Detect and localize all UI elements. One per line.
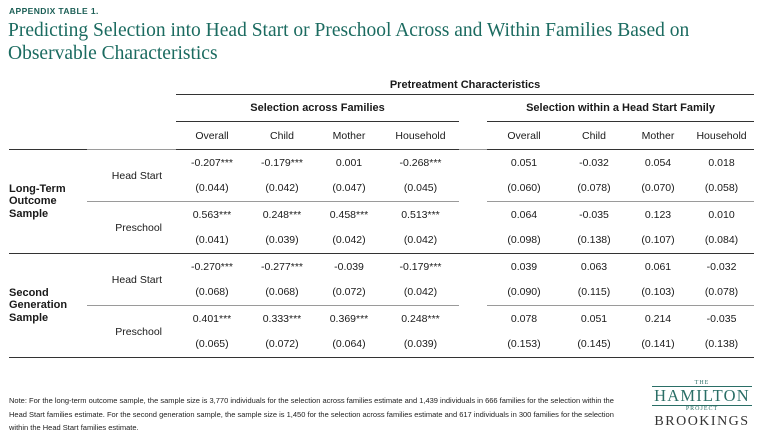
group-header-within: Selection within a Head Start Family [487,94,755,122]
se-cell: (0.138) [577,234,611,247]
se-cell: (0.107) [641,234,675,247]
se-cell: (0.042) [265,182,299,195]
se-cell: (0.084) [704,234,739,247]
coef-cell: 0.214 [627,305,689,332]
se-cell: (0.058) [704,182,739,195]
coef-cell: 0.001 [316,149,382,176]
coef-cell: 0.248*** [382,305,459,332]
coef-cell: 0.061 [627,253,689,280]
coef-cell: 0.039 [487,253,561,280]
se-cell: (0.068) [195,286,229,299]
coef-cell: -0.032 [561,149,627,176]
coef-cell: 0.051 [487,149,561,176]
se-cell: (0.042) [403,234,438,247]
coef-cell: 0.123 [627,201,689,228]
column-header: Child [561,121,627,150]
logo-the: THE [694,380,710,386]
appendix-label: APPENDIX TABLE 1. [9,6,99,16]
coef-cell: 0.010 [689,201,755,228]
se-cell: (0.145) [561,331,627,358]
coef-cell: 0.513*** [382,201,459,228]
column-header: Mother [627,121,689,150]
table-note: Note: For the long-term outcome sample, … [9,396,614,432]
se-cell: (0.153) [487,331,561,358]
column-header: Overall [487,121,561,150]
row-label: Preschool [87,305,176,358]
coef-cell: 0.064 [487,201,561,228]
sample-label: Second Generation Sample [9,253,87,358]
logo-project: PROJECT [685,406,719,412]
column-header: Household [382,121,459,150]
coef-cell: 0.369*** [316,305,382,332]
row-label: Preschool [87,201,176,254]
se-cell: (0.072) [332,286,366,299]
se-cell: (0.090) [507,286,541,299]
se-cell: (0.039) [265,234,299,247]
group-header-across: Selection across Families [176,94,459,122]
coef-cell: -0.035 [689,305,755,332]
se-cell: (0.138) [689,331,755,358]
se-cell: (0.044) [195,182,229,195]
column-header: Mother [316,121,382,150]
coef-cell: -0.035 [561,201,627,228]
coef-cell: 0.563*** [176,201,248,228]
se-cell: (0.041) [195,234,229,247]
coef-cell: 0.054 [627,149,689,176]
coef-cell: 0.333*** [248,305,316,332]
coef-cell: 0.051 [561,305,627,332]
se-cell: (0.098) [507,234,541,247]
se-cell: (0.115) [577,286,611,299]
hamilton-brookings-logo: THE HAMILTON PROJECT BROOKINGS [644,380,760,430]
se-cell: (0.047) [332,182,366,195]
se-cell: (0.072) [248,331,316,358]
page-title: Predicting Selection into Head Start or … [8,20,690,64]
coef-cell: -0.179*** [382,253,459,280]
se-cell: (0.042) [332,234,366,247]
se-cell: (0.068) [265,286,299,299]
coef-cell: 0.248*** [248,201,316,228]
se-cell: (0.045) [403,182,438,195]
se-cell: (0.103) [641,286,675,299]
row-label: Head Start [87,253,176,306]
coef-cell: -0.039 [316,253,382,280]
sample-label: Long-Term Outcome Sample [9,149,87,254]
se-cell: (0.141) [627,331,689,358]
se-cell: (0.070) [641,182,675,195]
logo-hamilton: HAMILTON [652,386,752,406]
se-cell: (0.065) [176,331,248,358]
row-label: Head Start [87,149,176,202]
column-header: Household [689,121,755,150]
coef-cell: 0.018 [689,149,755,176]
column-header: Overall [176,121,248,150]
se-cell: (0.039) [382,331,459,358]
coef-cell: -0.032 [689,253,755,280]
se-cell: (0.078) [704,286,739,299]
se-cell: (0.064) [316,331,382,358]
coef-cell: -0.207*** [176,149,248,176]
results-table: Pretreatment Characteristics Selection a… [9,75,755,358]
coef-cell: 0.401*** [176,305,248,332]
coef-cell: 0.063 [561,253,627,280]
coef-cell: 0.458*** [316,201,382,228]
coef-cell: -0.268*** [382,149,459,176]
coef-cell: -0.179*** [248,149,316,176]
se-cell: (0.042) [403,286,438,299]
coef-cell: -0.277*** [248,253,316,280]
se-cell: (0.078) [577,182,611,195]
se-cell: (0.060) [507,182,541,195]
coef-cell: 0.078 [487,305,561,332]
super-header: Pretreatment Characteristics [389,78,541,91]
logo-brookings: BROOKINGS [654,414,750,429]
column-header: Child [248,121,316,150]
coef-cell: -0.270*** [176,253,248,280]
